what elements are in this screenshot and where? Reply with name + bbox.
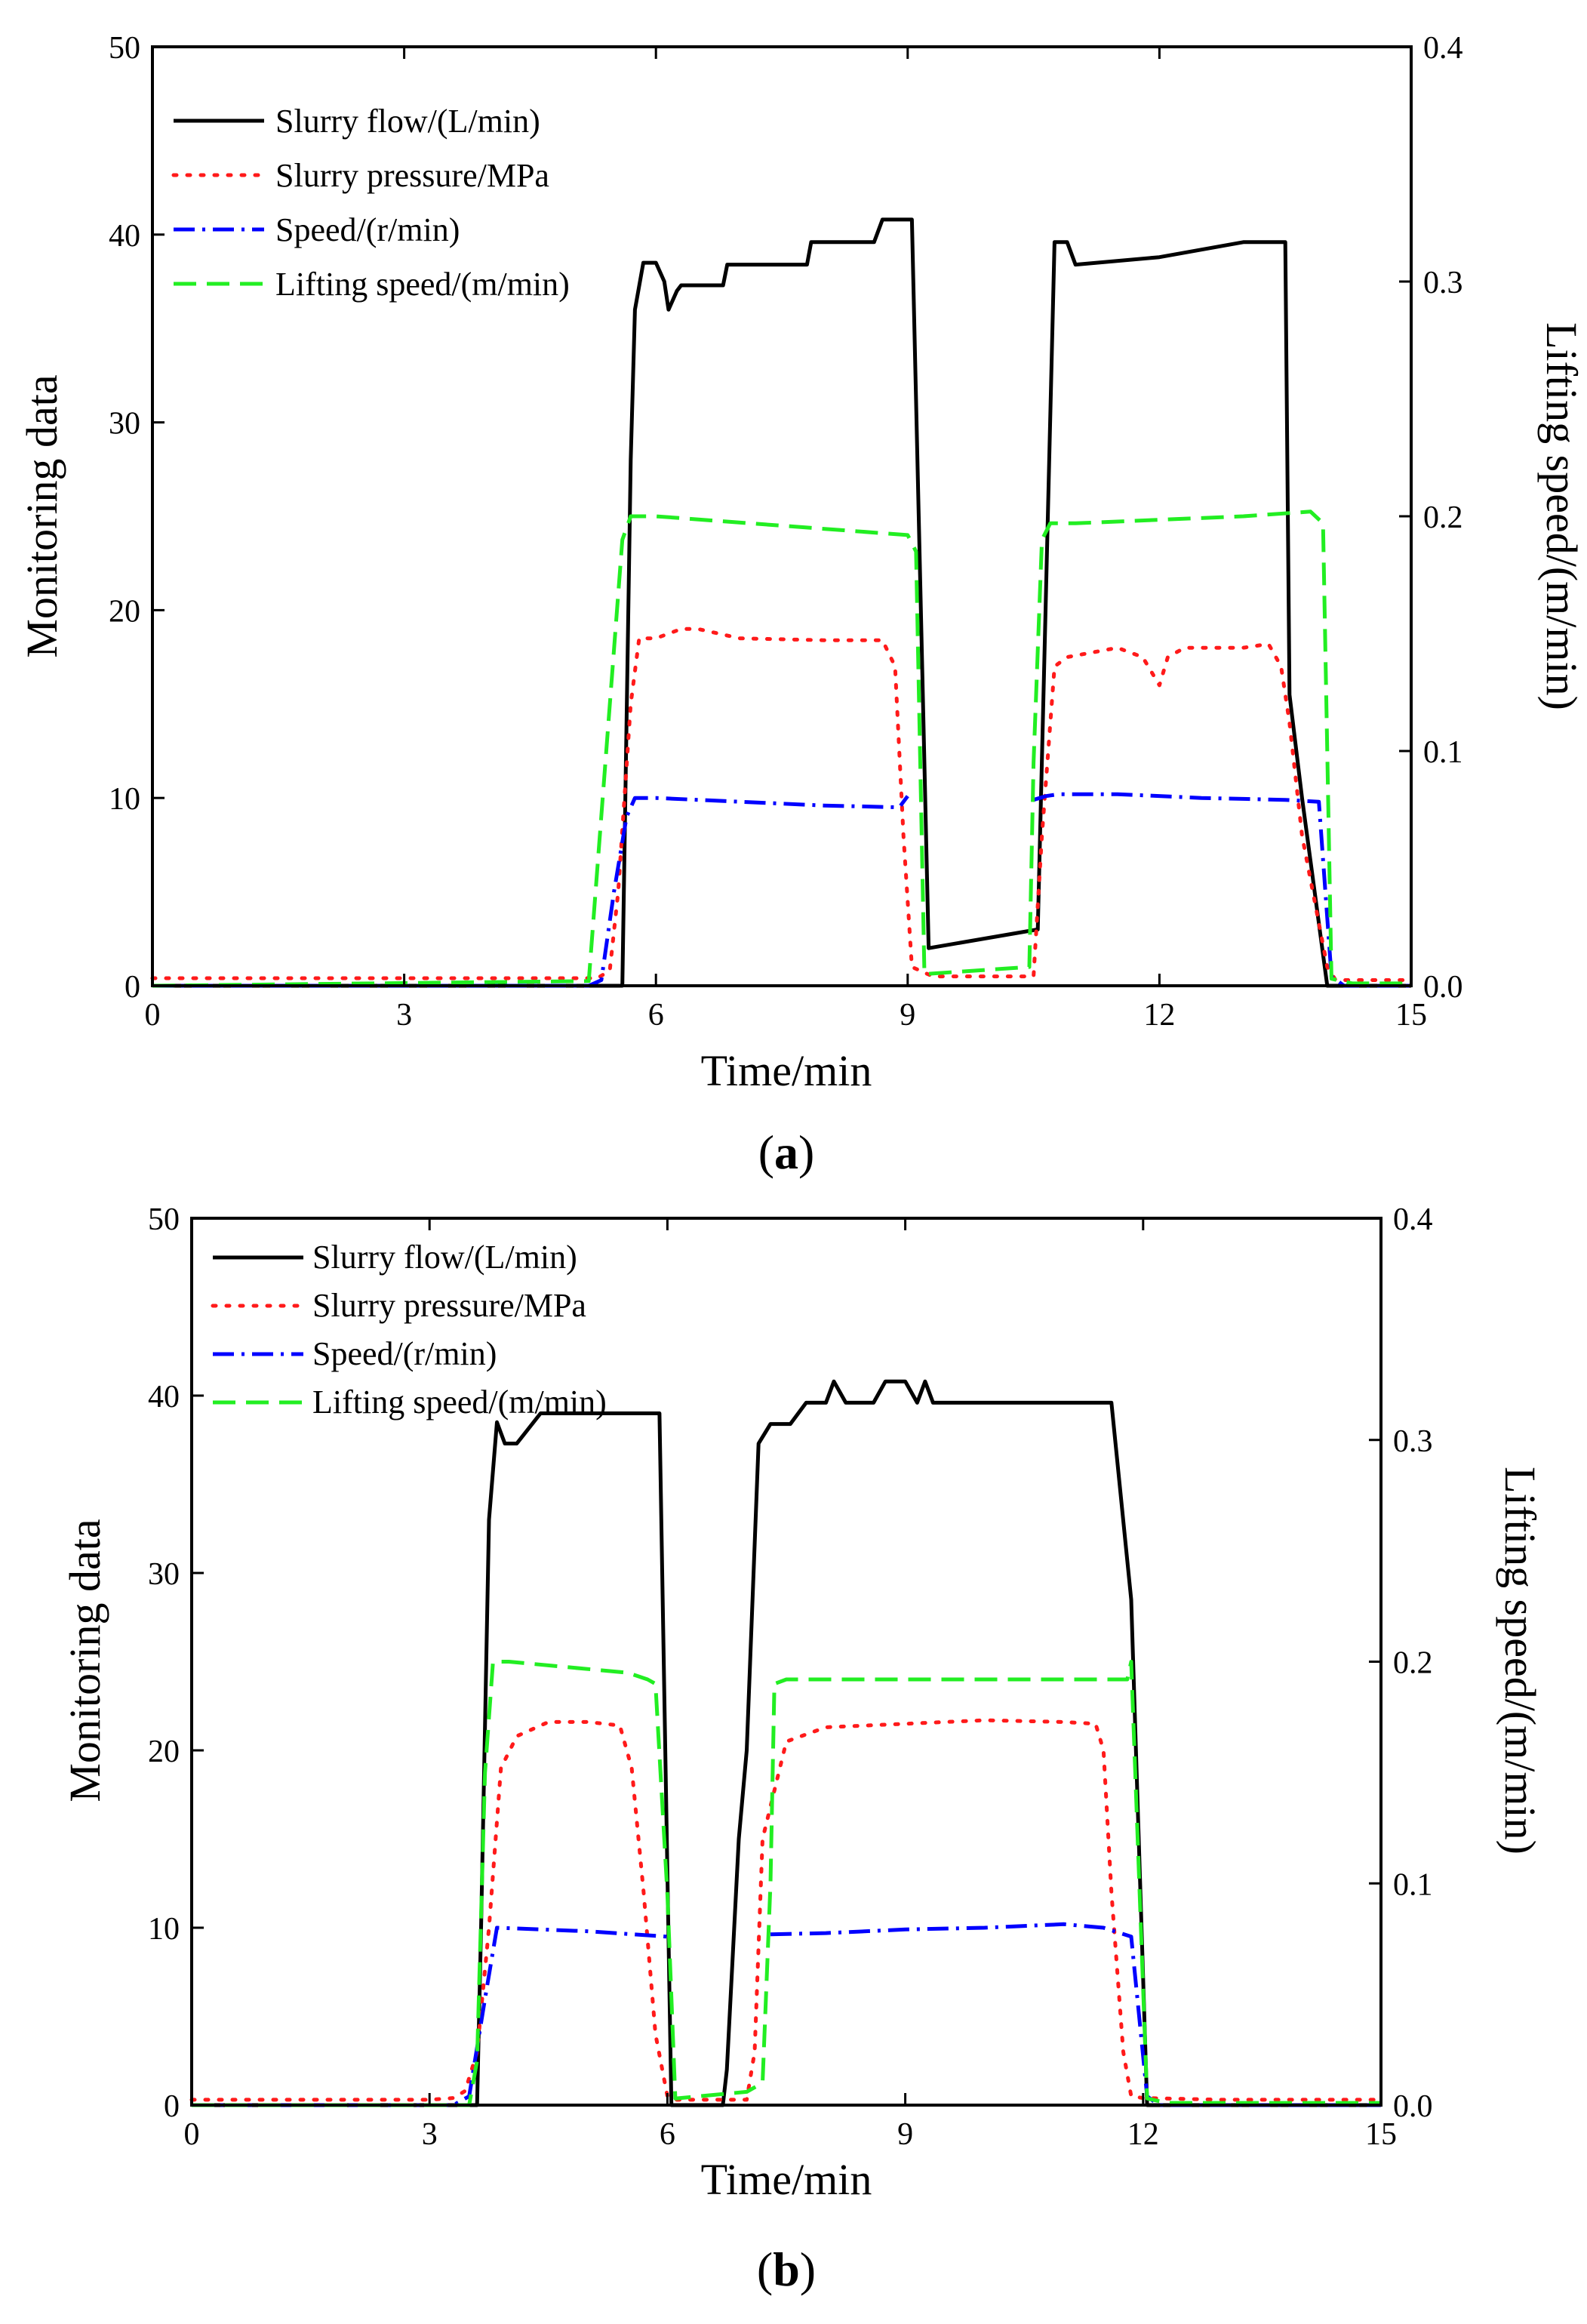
- panel-b-x-axis-label: Time/min: [701, 2155, 872, 2204]
- panel-b-series-pressure-line: [189, 1718, 1383, 2102]
- panel-a-x-tick-label-0: 0: [145, 998, 161, 1033]
- panel-a-x-tick-label-1: 3: [396, 998, 412, 1033]
- panel-b-y2-axis-label: Lifting speed/(m/min): [1496, 1467, 1545, 1855]
- panel-a-series-lifting-line: [152, 509, 1411, 988]
- panel-a-x-tick-label-5: 15: [1395, 998, 1427, 1033]
- panel-a-ticks: 0 3 6 9 12 15 0 10 20 30 40 50 0.0 0.1 0.2 0.3 0.4: [109, 31, 1463, 1033]
- panel-a-x-axis-label: Time/min: [701, 1046, 872, 1095]
- panel-a-x-tick-label-4: 12: [1143, 998, 1175, 1033]
- panel-b-y-axis-label: Monitoring data: [60, 1519, 109, 1802]
- panel-b-series-group: [189, 1379, 1383, 2107]
- panel-a-letter: a: [774, 1125, 798, 1179]
- panel-a-y-axis-label: Monitoring data: [17, 374, 66, 657]
- panel-a-y-tick-label-1: 10: [109, 782, 140, 817]
- panel-b-x-tick-label-2: 6: [660, 2117, 675, 2152]
- panel-a-legend-label-pressure: Slurry pressure/MPa: [275, 157, 549, 194]
- panel-b-y2-tick-label-1: 0.1: [1393, 1867, 1433, 1902]
- panel-b-legend: Slurry flow/(L/min) Slurry pressure/MPa …: [211, 1239, 607, 1421]
- panel-a-y2-tick-label-0: 0.0: [1423, 970, 1463, 1005]
- panel-a-legend-label-speed: Speed/(r/min): [275, 211, 460, 248]
- panel-b-y-tick-label-0: 0: [164, 2089, 180, 2124]
- panel-a-series-speed-line-seg1: [152, 795, 909, 988]
- panel-b-series-lifting-line: [192, 1660, 1381, 2107]
- panel-b-y2-tick-label-0: 0.0: [1393, 2089, 1433, 2124]
- panel-a-y2-axis-label: Lifting speed/(m/min): [1537, 322, 1586, 710]
- panel-b-y-tick-label-5: 50: [148, 1202, 180, 1237]
- panel-a-y-tick-label-2: 20: [109, 594, 140, 629]
- panel-a-legend-label-lifting: Lifting speed/(m/min): [275, 266, 570, 303]
- panel-b-x-tick-label-1: 3: [422, 2117, 438, 2152]
- panel-a-y-tick-label-0: 0: [125, 970, 140, 1005]
- panel-b-legend-label-lifting: Lifting speed/(m/min): [312, 1384, 607, 1421]
- panel-b-y-tick-label-2: 20: [148, 1735, 180, 1769]
- panel-b-y-tick-label-1: 10: [148, 1912, 180, 1947]
- panel-a-y-tick-label-5: 50: [109, 31, 140, 66]
- chart-panel-a: 0 3 6 9 12 15 0 10 20 30 40 50 0.0 0.1 0.2 0.3 0.4 Time/…: [17, 31, 1586, 1179]
- panel-b-y-tick-label-4: 40: [148, 1380, 180, 1414]
- panel-b-legend-label-pressure: Slurry pressure/MPa: [312, 1287, 586, 1324]
- panel-b-x-tick-label-4: 12: [1127, 2117, 1159, 2152]
- panel-a-y-tick-label-4: 40: [109, 219, 140, 254]
- panel-b-x-tick-label-5: 15: [1365, 2117, 1397, 2152]
- panel-a-x-tick-label-2: 6: [648, 998, 664, 1033]
- panel-b-y2-tick-label-4: 0.4: [1393, 1202, 1433, 1237]
- panel-a-caption: (a): [758, 1125, 815, 1179]
- panel-b-letter: b: [773, 2242, 800, 2296]
- panel-a-legend: Slurry flow/(L/min) Slurry pressure/MPa …: [171, 103, 570, 303]
- panel-a-legend-label-flow: Slurry flow/(L/min): [275, 103, 540, 140]
- panel-a-y2-tick-label-3: 0.3: [1423, 266, 1463, 300]
- panel-a-y2-tick-label-2: 0.2: [1423, 500, 1463, 535]
- panel-b-x-tick-label-0: 0: [184, 2117, 200, 2152]
- panel-b-series-speed-line-seg1: [192, 1925, 668, 2107]
- panel-b-y2-tick-label-3: 0.3: [1393, 1424, 1433, 1459]
- panel-b-legend-label-speed: Speed/(r/min): [312, 1335, 497, 1372]
- panel-b-caption: (b): [757, 2242, 816, 2296]
- panel-a-y2-tick-label-1: 0.1: [1423, 735, 1463, 770]
- panel-a-x-tick-label-3: 9: [900, 998, 915, 1033]
- panel-a-series-speed-line-seg2: [1032, 792, 1411, 988]
- panel-a-series-flow-line: [152, 217, 1411, 988]
- panel-b-series-flow-line: [192, 1379, 1381, 2107]
- panel-a-y2-tick-label-4: 0.4: [1423, 31, 1463, 66]
- panel-b-y2-tick-label-2: 0.2: [1393, 1646, 1433, 1681]
- panel-b-y-tick-label-3: 30: [148, 1557, 180, 1592]
- chart-panel-b: 0 3 6 9 12 15 0 10 20 30 40 50 0.0 0.1 0.2 0.3 0.4 Time/…: [60, 1202, 1545, 2296]
- panel-b-x-tick-label-3: 9: [897, 2117, 913, 2152]
- panel-b-ticks: 0 3 6 9 12 15 0 10 20 30 40 50 0.0 0.1 0.2 0.3 0.4: [148, 1202, 1433, 2152]
- panel-a-y-tick-label-3: 30: [109, 407, 140, 442]
- panel-b-legend-label-flow: Slurry flow/(L/min): [312, 1239, 577, 1276]
- panel-a-series-group: [150, 217, 1413, 988]
